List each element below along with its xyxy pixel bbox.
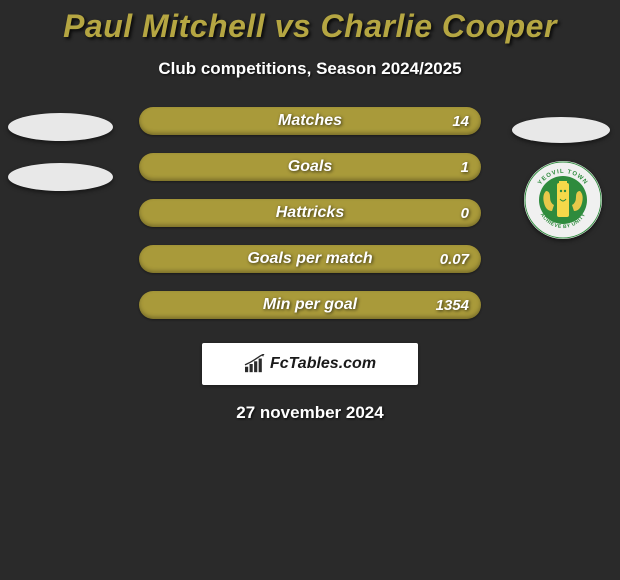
- stat-row-goals: Goals 1: [139, 153, 481, 181]
- stat-value-right: 0: [461, 205, 469, 222]
- page-title: Paul Mitchell vs Charlie Cooper: [0, 0, 620, 45]
- stat-value-right: 1354: [436, 297, 469, 314]
- stat-label: Min per goal: [263, 296, 357, 314]
- stat-label: Hattricks: [276, 204, 344, 222]
- stat-label: Matches: [278, 112, 342, 130]
- comparison-infographic: Paul Mitchell vs Charlie Cooper Club com…: [0, 0, 620, 580]
- branding-box: FcTables.com: [202, 343, 418, 385]
- stat-label: Goals per match: [247, 250, 372, 268]
- page-subtitle: Club competitions, Season 2024/2025: [0, 59, 620, 79]
- stat-row-matches: Matches 14: [139, 107, 481, 135]
- placeholder-badge: [512, 117, 610, 143]
- stats-area: YEOVIL TOWN ACHIEVE BY UNITY Matches 14: [0, 107, 620, 423]
- branding-text: FcTables.com: [270, 355, 376, 373]
- footer-date: 27 november 2024: [0, 403, 620, 423]
- placeholder-badge: [8, 163, 113, 191]
- stat-bars: Matches 14 Goals 1 Hattricks 0 Goals per…: [139, 107, 481, 319]
- stat-value-right: 1: [461, 159, 469, 176]
- stat-label: Goals: [288, 158, 332, 176]
- bars-growth-icon: [244, 354, 266, 374]
- stat-row-min-per-goal: Min per goal 1354: [139, 291, 481, 319]
- stat-row-goals-per-match: Goals per match 0.07: [139, 245, 481, 273]
- right-team-badge-top: [512, 117, 610, 143]
- club-crest: YEOVIL TOWN ACHIEVE BY UNITY: [524, 161, 602, 239]
- stat-row-hattricks: Hattricks 0: [139, 199, 481, 227]
- stat-value-right: 14: [452, 113, 469, 130]
- crest-icon: YEOVIL TOWN ACHIEVE BY UNITY: [524, 161, 602, 239]
- placeholder-badge: [8, 113, 113, 141]
- stat-value-right: 0.07: [440, 251, 469, 268]
- left-team-badges: [8, 113, 113, 191]
